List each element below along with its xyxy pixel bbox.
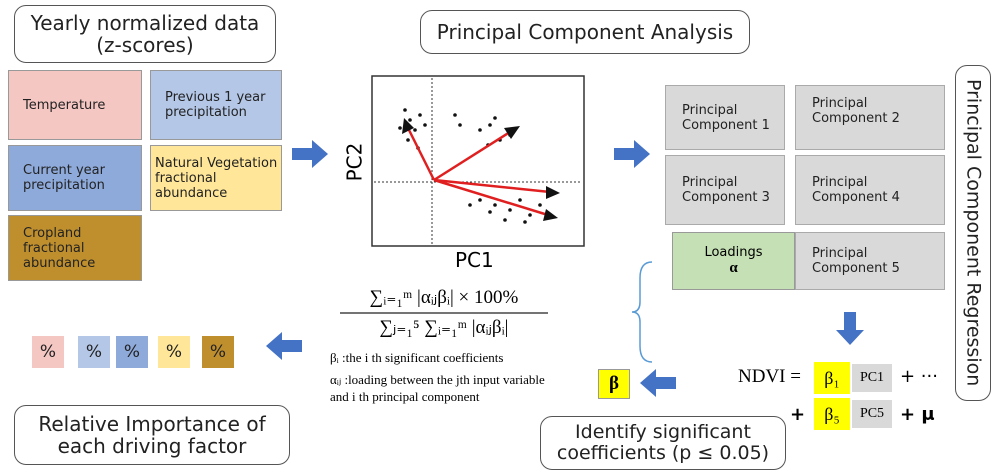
arrow-right <box>292 140 328 168</box>
loadings-box: Loadings α <box>672 232 795 290</box>
bracket <box>631 261 653 363</box>
arrow-right <box>614 140 650 168</box>
eq-plus: + μ <box>900 404 935 425</box>
arrow-left <box>266 332 302 360</box>
arrow-down <box>836 312 864 345</box>
eq-beta: β₁ <box>814 362 850 394</box>
variable-box: Cropland fractional abundance <box>8 215 142 281</box>
arrow-left <box>640 369 676 397</box>
loading-vectors <box>406 127 551 217</box>
importance-box: % <box>78 336 110 368</box>
arrowheads <box>402 118 560 221</box>
component-box: Principal Component 2 <box>795 85 945 150</box>
beta-box: β <box>598 369 630 399</box>
pca-plot <box>371 75 585 247</box>
importance-box: % <box>202 336 234 368</box>
component-box: Principal Component 4 <box>795 155 945 225</box>
eq-plus: + ··· <box>900 366 938 387</box>
loadings-symbol: α <box>729 260 738 276</box>
eq-lhs: NDVI = <box>738 366 801 387</box>
variable-box: Current year precipitation <box>8 145 142 211</box>
importance-box: % <box>32 336 64 368</box>
formula-numerator: ∑ᵢ₌₁ᵐ |αᵢⱼβᵢ| × 100% <box>369 287 519 308</box>
formula-denominator: ∑ⱼ₌₁⁵ ∑ᵢ₌₁ᵐ |αᵢⱼβᵢ| <box>379 317 509 338</box>
eq-pc: PC1 <box>852 364 892 392</box>
significance-box: Identify significant coefficients (p ≤ 0… <box>540 416 786 470</box>
variable-box: Temperature <box>8 70 142 140</box>
pca-title: Principal Component Analysis <box>420 10 750 54</box>
eq-pc: PC5 <box>852 400 892 428</box>
input-title: Yearly normalized data (z-scores) <box>14 5 276 63</box>
variable-box: Previous 1 year precipitation <box>150 70 282 140</box>
regression-title: Principal Component Regression <box>955 65 991 401</box>
formula-note: βᵢ :the i th significant coefficients <box>330 350 504 365</box>
x-label: PC1 <box>455 248 494 272</box>
points <box>398 108 542 224</box>
component-box: Principal Component 5 <box>795 232 945 290</box>
importance-box: % <box>116 336 148 368</box>
importance-box: % <box>158 336 190 368</box>
plot-frame <box>371 75 585 247</box>
arrows <box>266 140 864 397</box>
formula-note: αᵢⱼ :loading between the jth input varia… <box>330 372 545 404</box>
loadings-label: Loadings <box>704 245 763 260</box>
variable-box: Natural Vegetation fractional abundance <box>150 145 282 211</box>
eq-beta: β₅ <box>814 398 850 430</box>
eq-plus: + <box>790 404 806 425</box>
component-box: Principal Component 3 <box>665 155 785 225</box>
importance-title: Relative Importance of each driving fact… <box>14 405 290 465</box>
component-box: Principal Component 1 <box>665 85 785 150</box>
y-label: PC2 <box>342 142 367 182</box>
